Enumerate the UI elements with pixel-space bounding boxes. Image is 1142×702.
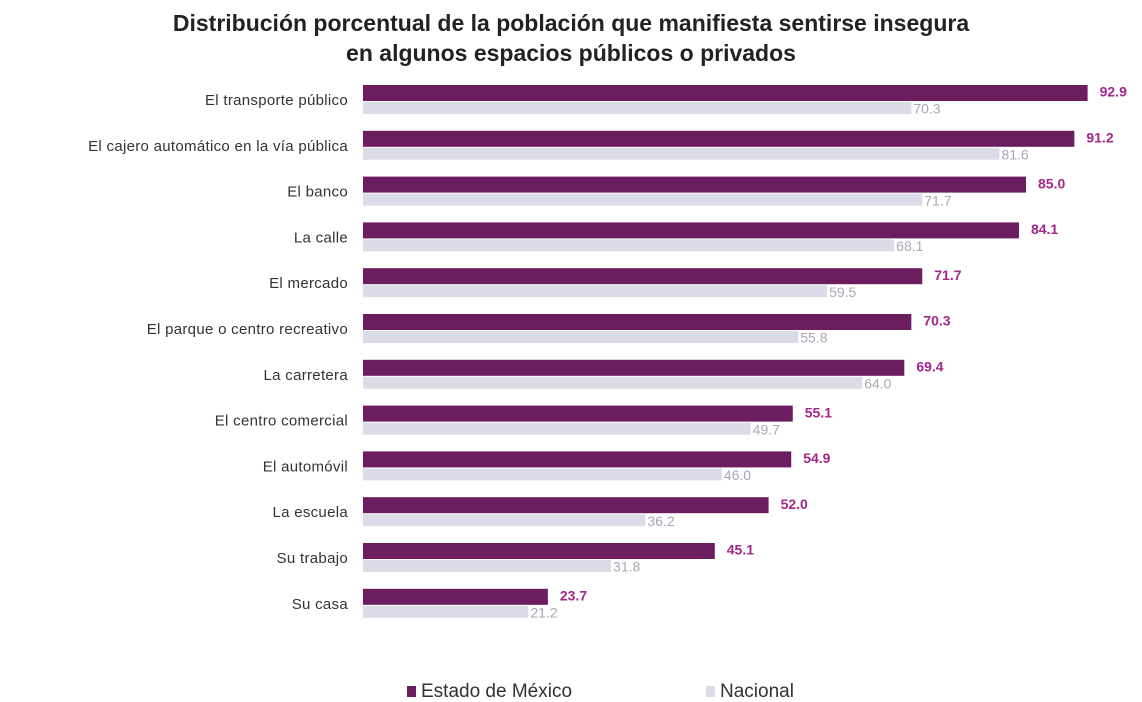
bar [363, 331, 799, 343]
bar [363, 239, 895, 252]
value-label: 70.3 [923, 313, 950, 329]
value-label: 21.2 [530, 605, 557, 621]
value-label: 49.7 [753, 421, 780, 437]
legend-label: Nacional [720, 681, 794, 702]
value-label: 84.1 [1031, 221, 1058, 237]
bar [363, 376, 863, 389]
value-label: 68.1 [896, 238, 923, 254]
value-label: 45.1 [727, 542, 754, 558]
value-label: 55.1 [805, 404, 832, 420]
legend-label: Estado de México [421, 681, 572, 702]
bar [363, 497, 769, 514]
category-label: El mercado [269, 275, 348, 292]
bar [363, 451, 792, 468]
category-label: El transporte público [205, 92, 348, 109]
category-label: El centro comercial [215, 413, 348, 430]
legend-swatch [706, 686, 715, 697]
category-label: Su trabajo [277, 550, 348, 567]
bar [363, 605, 529, 618]
value-label: 71.7 [934, 267, 961, 283]
bar [363, 176, 1026, 193]
value-label: 52.0 [781, 496, 808, 512]
bar [363, 85, 1088, 101]
value-label: 69.4 [916, 359, 943, 375]
value-label: 85.0 [1038, 175, 1065, 191]
category-label: Su casa [292, 596, 349, 613]
value-label: 71.7 [924, 192, 951, 208]
category-label: La carretera [264, 367, 349, 384]
category-label: La calle [294, 229, 348, 246]
value-label: 70.3 [913, 101, 940, 117]
category-label: El parque o centro recreativo [147, 321, 348, 338]
bar [363, 422, 751, 435]
value-label: 46.0 [724, 467, 751, 483]
bar [363, 102, 912, 114]
value-label: 59.5 [829, 284, 856, 300]
value-label: 55.8 [800, 330, 827, 346]
category-label: La escuela [272, 504, 348, 521]
bar [363, 285, 828, 298]
value-label: 31.8 [613, 559, 640, 575]
bar [363, 268, 923, 285]
category-label: El automóvil [263, 458, 348, 475]
chart-title: Distribución porcentual de la población … [172, 10, 970, 66]
bar [363, 468, 722, 481]
bar [363, 147, 1000, 160]
bar [363, 405, 793, 422]
category-label: El cajero automático en la vía pública [88, 138, 348, 155]
bar [363, 193, 923, 206]
bar [363, 588, 548, 605]
value-label: 92.9 [1100, 84, 1127, 100]
value-label: 91.2 [1086, 130, 1113, 146]
value-label: 54.9 [803, 450, 830, 466]
bar [363, 543, 715, 559]
bar [363, 314, 912, 330]
category-label: El banco [287, 184, 348, 201]
bar [363, 560, 612, 572]
value-label: 23.7 [560, 588, 587, 604]
bar [363, 359, 905, 376]
bar [363, 130, 1075, 147]
legend-swatch [407, 686, 416, 697]
value-label: 36.2 [647, 513, 674, 529]
bar [363, 222, 1019, 239]
value-label: 64.0 [864, 376, 891, 392]
value-label: 81.6 [1001, 147, 1028, 163]
bar [363, 514, 646, 527]
